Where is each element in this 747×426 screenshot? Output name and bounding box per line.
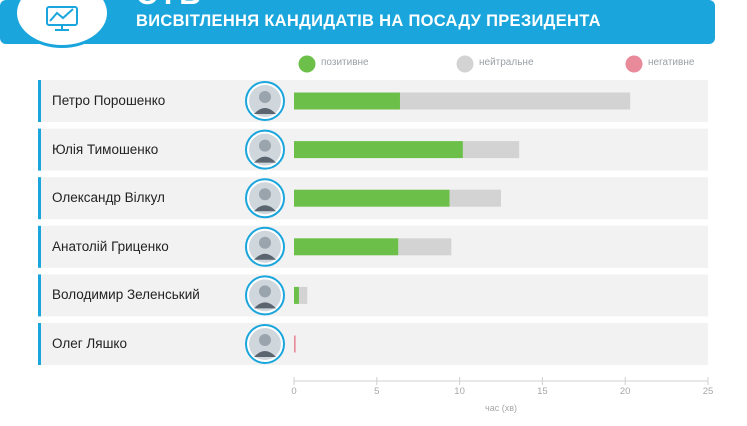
legend xyxy=(298,55,643,73)
candidate-rows xyxy=(38,80,708,365)
candidate-name: Володимир Зеленський xyxy=(52,287,200,303)
x-axis-title: час (хв) xyxy=(485,403,517,413)
x-tick-label: 10 xyxy=(454,386,465,397)
row-accent xyxy=(38,225,41,268)
bar-neutral xyxy=(462,141,520,159)
row-accent xyxy=(38,128,41,171)
row-accent xyxy=(38,274,41,317)
legend-swatch-2 xyxy=(625,55,643,73)
channel-name: СТБ xyxy=(136,0,203,12)
avatar xyxy=(245,81,285,121)
x-tick-label: 15 xyxy=(537,386,548,397)
avatar xyxy=(245,129,285,170)
header-bar xyxy=(0,0,715,44)
candidate-name: Юлія Тимошенко xyxy=(52,141,159,157)
bar-neutral xyxy=(298,286,308,304)
row-background xyxy=(38,274,708,317)
x-tick-label: 20 xyxy=(619,386,631,397)
candidate-name: Олег Ляшко xyxy=(52,336,127,351)
bar-positive xyxy=(294,92,400,110)
bar-neutral xyxy=(399,92,631,110)
legend-swatch-1 xyxy=(456,55,474,73)
x-tick-label: 5 xyxy=(374,386,380,397)
bar-positive xyxy=(294,141,463,159)
avatar xyxy=(245,178,285,219)
x-tick-label: 0 xyxy=(291,386,297,397)
x-axis xyxy=(293,377,709,385)
bar-negative xyxy=(294,335,296,353)
candidate-name: Петро Порошенко xyxy=(52,93,166,108)
avatar xyxy=(245,226,285,267)
row-accent xyxy=(38,177,41,220)
bar-neutral xyxy=(398,238,452,256)
avatar xyxy=(245,275,285,316)
row-accent xyxy=(38,80,41,122)
row-accent xyxy=(38,323,41,365)
legend-swatch-0 xyxy=(298,55,316,73)
legend-label-0: позитивне xyxy=(321,57,369,68)
legend-label-1: нейтральне xyxy=(479,57,534,68)
bar-neutral xyxy=(449,189,501,207)
page-title: ВИСВІТЛЕННЯ КАНДИДАТІВ НА ПОСАДУ ПРЕЗИДЕ… xyxy=(136,12,601,30)
bar-positive xyxy=(294,238,399,256)
legend-label-2: негативне xyxy=(648,57,695,68)
candidate-name: Анатолій Гриценко xyxy=(52,238,169,254)
bar-positive xyxy=(294,286,299,304)
channel-logo-icon xyxy=(14,0,110,48)
candidate-name: Олександр Вілкул xyxy=(52,190,165,206)
avatar xyxy=(245,324,285,364)
bar-positive xyxy=(294,189,450,207)
x-tick-label: 25 xyxy=(702,386,714,397)
row-background xyxy=(38,323,708,365)
